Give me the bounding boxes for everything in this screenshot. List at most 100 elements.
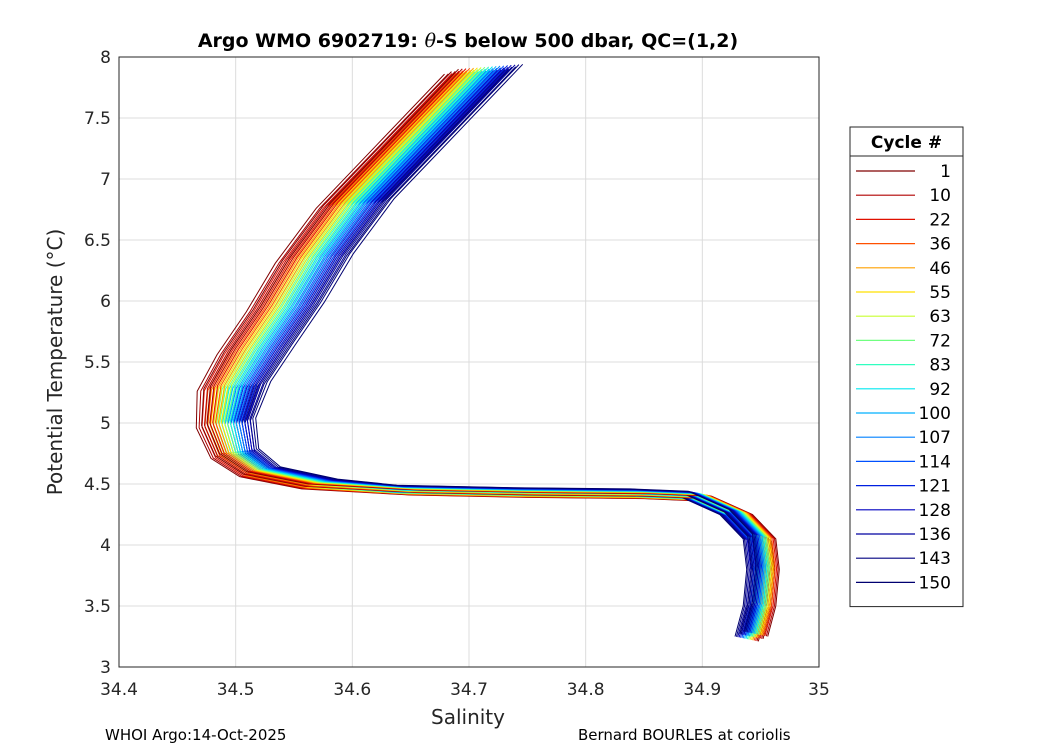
profile-line <box>201 71 776 640</box>
title-suffix: -S below 500 dbar, QC=(1,2) <box>436 30 738 52</box>
x-tick-label: 34.6 <box>333 680 371 700</box>
profile-line <box>221 71 759 639</box>
legend-label: 100 <box>919 404 951 424</box>
y-tick-label: 5.5 <box>84 353 111 373</box>
chart-title: Argo WMO 6902719: θ-S below 500 dbar, QC… <box>198 30 738 52</box>
x-tick-label: 34.5 <box>217 680 255 700</box>
y-tick-label: 3 <box>100 658 111 678</box>
legend-box <box>849 126 964 608</box>
x-tick-label: 34.9 <box>683 680 721 700</box>
profile-line <box>237 65 765 634</box>
legend-label: 107 <box>919 428 951 448</box>
legend-label: 46 <box>929 259 951 279</box>
footer-left: WHOI Argo:14-Oct-2025 <box>105 726 287 744</box>
profile-lines <box>195 63 780 642</box>
profile-line <box>235 65 767 634</box>
profile-line <box>215 69 769 638</box>
profile-line <box>195 73 771 642</box>
y-tick-label: 4 <box>100 536 111 556</box>
profile-line <box>206 70 773 639</box>
profile-line <box>238 69 750 638</box>
profile-line <box>235 67 759 636</box>
y-tick-label: 8 <box>100 48 111 68</box>
profile-line <box>235 69 752 638</box>
legend-label: 143 <box>919 549 951 569</box>
profile-line <box>209 68 779 637</box>
profile-line <box>209 70 772 639</box>
title-prefix: Argo WMO 6902719: <box>198 30 425 52</box>
y-tick-labels: 3 3.5 4 4.5 5 5.5 6 6.5 7 7.5 8 <box>84 48 111 678</box>
legend-label: 128 <box>919 501 951 521</box>
profile-line <box>232 66 768 635</box>
profile-line <box>212 70 770 638</box>
profile-line <box>218 69 767 638</box>
legend-label: 72 <box>929 331 951 351</box>
profile-line <box>214 67 776 636</box>
profile-line <box>241 69 749 637</box>
profile-line <box>210 72 764 641</box>
x-tick-label: 34.4 <box>100 680 138 700</box>
profile-line <box>212 72 763 640</box>
legend-label: 55 <box>929 283 951 303</box>
legend-label: 136 <box>919 525 951 545</box>
x-axis-label: Salinity <box>431 705 505 729</box>
legend-label: 150 <box>919 573 951 593</box>
y-tick-label: 6.5 <box>84 231 111 251</box>
y-tick-label: 7 <box>100 170 111 190</box>
profile-line <box>217 67 775 636</box>
profile-line <box>233 69 753 638</box>
x-tick-labels: 34.4 34.5 34.6 34.7 34.8 34.9 35 <box>100 680 830 700</box>
legend-label: 1 <box>940 162 951 182</box>
profile-line <box>220 67 774 636</box>
footer-right: Bernard BOURLES at coriolis <box>578 726 791 744</box>
profile-line <box>243 65 763 633</box>
y-tick-label: 4.5 <box>84 475 111 495</box>
legend-label: 36 <box>929 235 951 255</box>
profile-line <box>223 68 765 637</box>
x-tick-label: 35 <box>808 680 830 700</box>
profile-line <box>252 64 758 633</box>
profile-line <box>249 64 760 633</box>
x-tick-label: 34.8 <box>567 680 605 700</box>
y-tick-label: 6 <box>100 292 111 312</box>
profile-line <box>244 68 748 637</box>
legend-label: 22 <box>929 210 951 230</box>
legend-label: 114 <box>919 452 951 472</box>
legend-label: 92 <box>929 380 951 400</box>
profile-line <box>215 71 761 640</box>
profile-line <box>226 68 763 637</box>
y-axis-label: Potential Temperature (°C) <box>43 229 67 496</box>
profile-line <box>246 64 761 633</box>
profile-line <box>227 70 756 639</box>
profile-line <box>229 66 769 635</box>
profile-line <box>226 66 771 635</box>
legend-label: 10 <box>929 186 951 206</box>
profile-line <box>203 71 774 639</box>
legend-label: 121 <box>919 477 951 497</box>
y-tick-label: 3.5 <box>84 597 111 617</box>
legend-title: Cycle # <box>871 133 942 153</box>
profile-line <box>244 66 755 635</box>
profile-line <box>206 68 780 637</box>
profile-line <box>212 68 778 637</box>
legend: Cycle # 1 10 22 36 46 55 63 72 83 92 100 107 114 121 12… <box>849 126 964 608</box>
profile-line <box>229 68 762 637</box>
profile-line <box>224 70 757 639</box>
profile-line <box>255 63 757 632</box>
profile-line <box>230 70 755 639</box>
legend-label: 63 <box>929 307 951 327</box>
profile-line <box>249 66 752 635</box>
title-theta: θ <box>425 30 437 52</box>
profile-line <box>204 72 767 641</box>
profile-line <box>223 67 772 635</box>
plot-frame <box>118 56 820 668</box>
y-tick-label: 5 <box>100 414 111 434</box>
profile-line <box>221 69 766 638</box>
legend-label: 83 <box>929 356 951 376</box>
profile-line <box>240 65 764 634</box>
profile-line <box>207 72 766 641</box>
profile-line <box>198 73 770 642</box>
y-tick-label: 7.5 <box>84 109 111 129</box>
x-tick-label: 34.7 <box>450 680 488 700</box>
